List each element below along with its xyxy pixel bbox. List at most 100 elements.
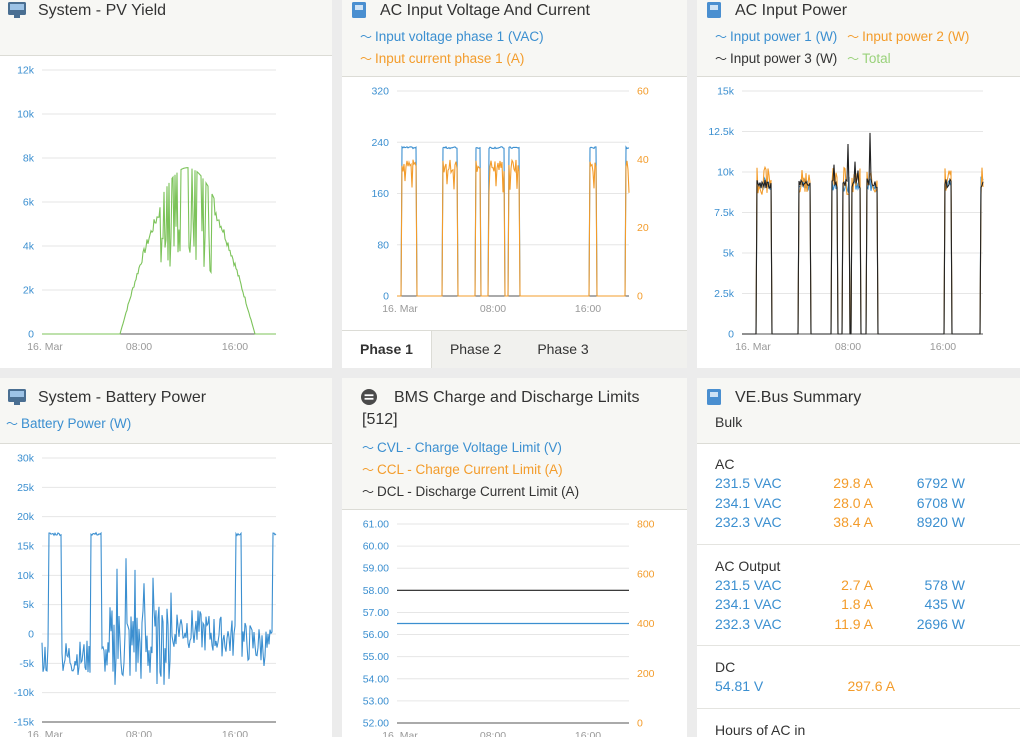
ac-output-row: 232.3 VAC 11.9 A 2696 W	[697, 615, 1020, 635]
legend-current[interactable]: 〜 Input current phase 1 (A)	[360, 51, 525, 66]
dc-voltage: 54.81 V	[715, 678, 764, 694]
legend-battery-power[interactable]: 〜 Battery Power (W)	[6, 416, 132, 431]
current-series	[397, 158, 630, 297]
y-tick-label: 56.00	[363, 629, 389, 641]
y-tick-label: 53.00	[363, 695, 389, 707]
y-tick-label: 2.5k	[714, 288, 735, 300]
ac-output-section: AC Output 231.5 VAC 2.7 A 578 W 234.1 VAC 1.…	[697, 543, 1020, 635]
battery-power-series	[41, 531, 277, 685]
dc-current: 297.6 A	[847, 678, 896, 694]
legend-power-3[interactable]: 〜 Input power 3 (W)	[715, 51, 838, 66]
y-tick-label: 2k	[23, 285, 35, 297]
power-value: 435 W	[924, 596, 965, 612]
tab-phase-1[interactable]: Phase 1	[342, 331, 432, 368]
pv-yield-chart: 12k 10k 8k 6k 4k 2k 016. Mar 08:00 16:00	[17, 65, 276, 353]
vebus-summary-panel: VE.Bus Summary Bulk AC 231.5 VAC 29.8 A 67…	[697, 378, 1020, 737]
y-tick-label: 60.00	[363, 541, 389, 553]
section-title: AC Output	[715, 557, 781, 574]
y2-tick-label: 0	[637, 718, 643, 730]
power-value: 2696 W	[916, 615, 965, 632]
current-value: 38.4 A	[833, 514, 873, 530]
legend-line-icon: 〜	[360, 30, 373, 44]
x-tick-label: 08:00	[126, 341, 152, 353]
inverter-icon	[352, 2, 366, 18]
power-3-series	[742, 132, 984, 335]
power-2-series	[742, 165, 984, 335]
y-tick-label: 57.00	[363, 607, 389, 619]
panel-title: AC Input Power	[735, 2, 848, 19]
y-tick-label: 25k	[17, 482, 35, 494]
ac-input-voltage-panel: AC Input Voltage And Current 〜 Input volt…	[342, 0, 687, 368]
y-tick-label: 59.00	[363, 563, 389, 575]
power-1-series	[742, 175, 984, 335]
ac-input-row: 232.3 VAC 38.4 A 8920 W	[697, 513, 1020, 533]
y-tick-label: 4k	[23, 241, 35, 253]
current-value: 1.8 A	[841, 596, 873, 612]
voltage-value: 234.1 VAC	[715, 596, 782, 612]
voltage-value: 231.5 VAC	[715, 576, 782, 593]
section-title: DC	[715, 659, 736, 675]
panel-title: System - PV Yield	[38, 2, 167, 19]
y-tick-label: 61.00	[363, 519, 389, 531]
x-tick-label: 16. Mar	[27, 729, 63, 737]
ac-input-section: AC 231.5 VAC 29.8 A 6792 W 234.1 VAC 28.0 A 6…	[697, 444, 1020, 533]
legend-ccl[interactable]: 〜 CCL - Charge Current Limit (A)	[362, 462, 563, 477]
legend-voltage[interactable]: 〜 Input voltage phase 1 (VAC)	[360, 29, 544, 44]
current-value: 11.9 A	[834, 615, 873, 632]
y-tick-label: 30k	[17, 453, 35, 465]
panel-title: VE.Bus Summary	[735, 389, 862, 406]
y2-tick-label: 20	[637, 222, 649, 234]
y-tick-label: 0	[28, 329, 34, 341]
y2-tick-label: 800	[637, 519, 655, 531]
legend-line-icon: 〜	[360, 52, 373, 66]
y-tick-label: -10k	[14, 687, 35, 699]
system-monitor-icon	[8, 2, 26, 18]
pv-yield-series	[42, 167, 276, 335]
legend-power-2[interactable]: 〜 Input power 2 (W)	[847, 29, 970, 44]
y-tick-label: 15k	[17, 541, 35, 553]
y-tick-label: 5k	[23, 599, 35, 611]
battery-power-panel: System - Battery Power 〜 Battery Power (W…	[0, 378, 332, 737]
legend-power-1[interactable]: 〜 Input power 1 (W)	[715, 29, 838, 44]
inverter-icon	[707, 2, 721, 18]
tab-phase-3[interactable]: Phase 3	[537, 341, 589, 357]
x-tick-label: 16. Mar	[382, 730, 418, 737]
legend-cvl[interactable]: 〜 CVL - Charge Voltage Limit (V)	[362, 440, 562, 455]
bms-limits-panel: BMS Charge and Discharge Limits [512] 〜 C…	[342, 378, 687, 737]
voltage-value: 232.3 VAC	[715, 615, 782, 632]
panel-title: AC Input Voltage And Current	[380, 2, 590, 19]
x-tick-label: 16:00	[575, 303, 601, 315]
x-tick-label: 08:00	[835, 341, 861, 353]
tab-phase-2[interactable]: Phase 2	[449, 341, 502, 357]
y-tick-label: 5k	[723, 248, 735, 260]
x-tick-label: 08:00	[480, 730, 506, 737]
current-value: 29.8 A	[833, 475, 873, 491]
y2-tick-label: 0	[637, 291, 643, 303]
system-monitor-icon	[8, 389, 26, 405]
ac-input-row: 231.5 VAC 29.8 A 6792 W	[697, 474, 1020, 494]
panel-title: System - Battery Power	[38, 389, 207, 406]
section-title: AC	[715, 456, 735, 472]
y-tick-label: 58.00	[363, 585, 389, 597]
y-tick-label: 10k	[717, 167, 735, 179]
y-tick-label: 54.00	[363, 673, 389, 685]
legend-dcl[interactable]: 〜 DCL - Discharge Current Limit (A)	[362, 484, 580, 499]
section-title: Hours of AC in	[715, 721, 806, 737]
y-tick-label: -15k	[14, 717, 35, 729]
y-tick-label: 20k	[17, 511, 35, 523]
inverter-icon	[707, 389, 721, 405]
hours-section: Hours of AC in	[697, 707, 1020, 737]
legend-total[interactable]: 〜 Total	[847, 51, 891, 66]
panel-subtitle: [512]	[362, 411, 398, 428]
power-value: 8920 W	[916, 514, 965, 530]
y-tick-label: 240	[371, 137, 389, 149]
y-tick-label: 12k	[17, 65, 35, 77]
current-value: 28.0 A	[833, 494, 873, 511]
voltage-value: 232.3 VAC	[715, 514, 782, 530]
y-tick-label: 15k	[717, 86, 735, 98]
x-tick-label: 16:00	[930, 341, 956, 353]
ac-output-row: 234.1 VAC 1.8 A 435 W	[697, 595, 1020, 615]
current-value: 2.7 A	[841, 576, 873, 593]
